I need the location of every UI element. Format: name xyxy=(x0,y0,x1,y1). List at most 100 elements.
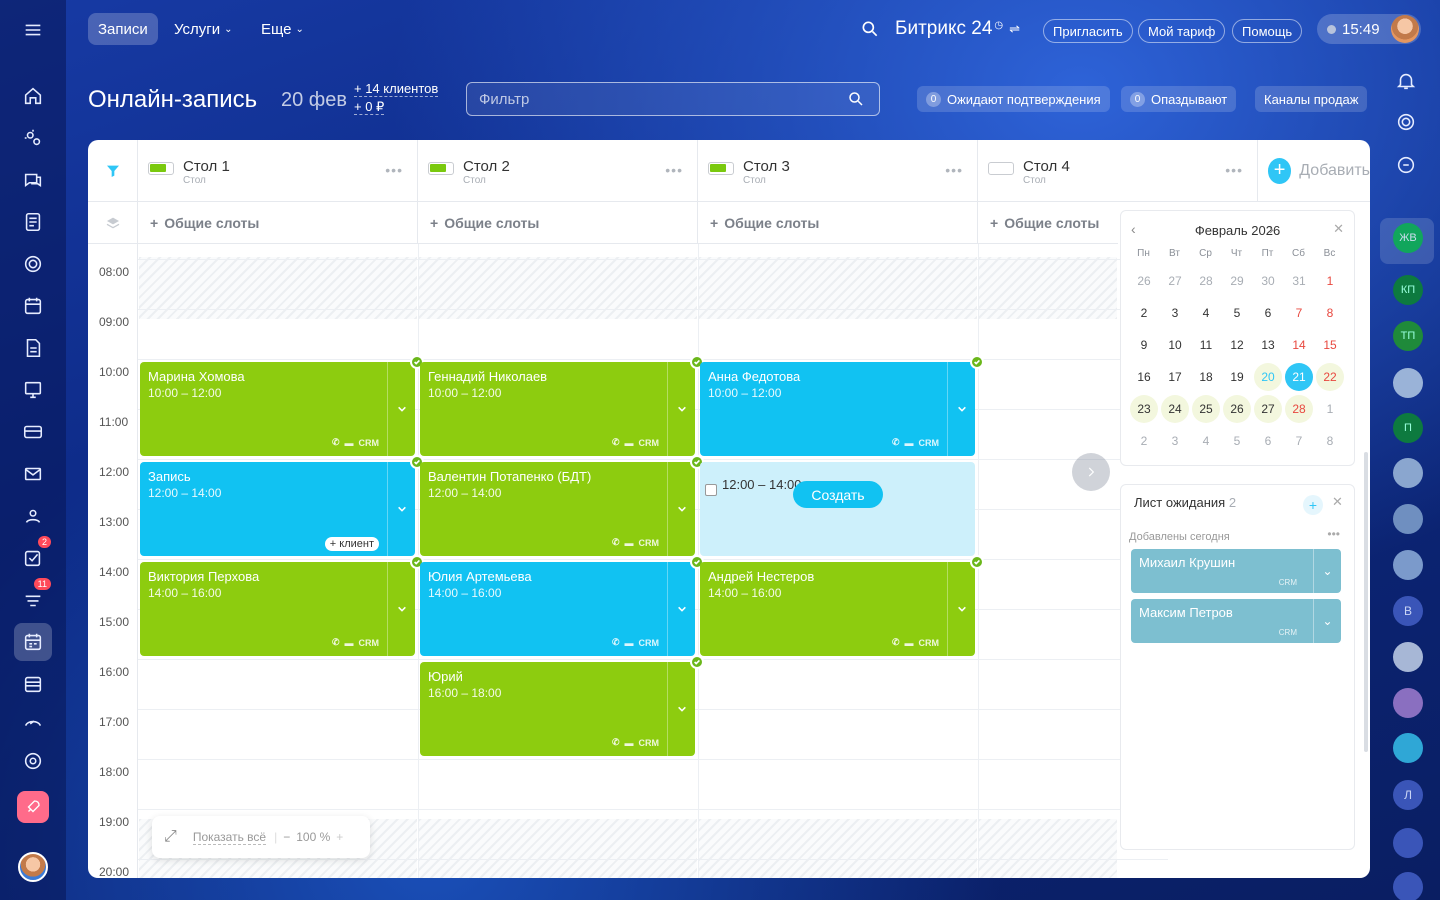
chevron-down-icon[interactable]: ⌄ xyxy=(1313,549,1341,593)
phone-icon[interactable]: ✆ xyxy=(611,737,620,747)
calendar-day[interactable]: 8 xyxy=(1326,434,1334,448)
target-icon[interactable] xyxy=(17,248,49,280)
calendar-day[interactable]: 4 xyxy=(1202,306,1210,320)
slot-checkbox[interactable] xyxy=(705,484,717,496)
chat-icon[interactable]: ▬ xyxy=(344,437,354,448)
chevron-down-icon[interactable] xyxy=(947,362,975,456)
tasks-icon[interactable]: 2 xyxy=(17,536,51,574)
profile-avatar[interactable] xyxy=(1391,15,1419,43)
tab-records[interactable]: Записи xyxy=(88,13,158,45)
calendar-day[interactable]: 3 xyxy=(1171,306,1179,320)
prev-month-icon[interactable]: ‹ xyxy=(1131,221,1136,237)
chat-icon[interactable]: ▬ xyxy=(904,437,914,448)
crm-icon[interactable]: CRM xyxy=(638,537,660,548)
phone-icon[interactable]: ✆ xyxy=(611,637,620,647)
booking-card[interactable]: Андрей Нестеров 14:00 – 16:00 ✆ ▬ CRM xyxy=(700,562,975,656)
common-slots-3[interactable]: + Общие слоты xyxy=(698,202,978,244)
calendar-day[interactable]: 15 xyxy=(1323,338,1337,352)
booking-card[interactable]: Запись 12:00 – 14:00 + клиент xyxy=(140,462,415,556)
more-icon[interactable]: ••• xyxy=(665,162,683,178)
contacts-icon[interactable] xyxy=(17,500,49,532)
booking-card[interactable]: Марина Хомова 10:00 – 12:00 ✆ ▬ CRM xyxy=(140,362,415,456)
common-slots-2[interactable]: + Общие слоты xyxy=(418,202,698,244)
card-icon[interactable] xyxy=(17,416,49,448)
chat-icon[interactable]: ▬ xyxy=(904,637,914,648)
layers-icon[interactable] xyxy=(88,202,138,244)
calendar-day[interactable]: 23 xyxy=(1130,395,1158,423)
avatar-zhv[interactable]: ЖВ xyxy=(1393,223,1423,253)
help-button[interactable]: Помощь xyxy=(1232,19,1303,43)
calendar-day[interactable]: 4 xyxy=(1202,434,1210,448)
avatar-photo-4[interactable] xyxy=(1393,550,1423,580)
calendar-day[interactable]: 9 xyxy=(1140,338,1148,352)
calendar-day[interactable]: 19 xyxy=(1230,370,1244,384)
chevron-down-icon[interactable] xyxy=(667,462,695,556)
add-client-badge[interactable]: + клиент xyxy=(324,537,379,551)
chat-icon[interactable]: ▬ xyxy=(624,637,634,648)
calendar-day[interactable]: 31 xyxy=(1292,274,1306,288)
calendar-day[interactable]: 5 xyxy=(1233,434,1241,448)
add-waitlist-button[interactable]: + xyxy=(1303,495,1323,515)
rocket-icon[interactable] xyxy=(17,791,49,823)
avatar-kp[interactable]: КП xyxy=(1393,275,1423,305)
chat-icon[interactable]: ▬ xyxy=(344,637,354,648)
more-icon[interactable]: ••• xyxy=(945,162,963,178)
zoom-in-button[interactable]: + xyxy=(336,830,344,844)
sales-channels-button[interactable]: Каналы продаж xyxy=(1255,86,1368,112)
tariff-button[interactable]: Мой тариф xyxy=(1138,19,1226,43)
crm-icon[interactable]: CRM xyxy=(638,437,660,448)
clients-count[interactable]: + 14 клиентов xyxy=(354,81,439,97)
waitlist-item[interactable]: Максим Петров CRM ⌄ xyxy=(1131,599,1341,643)
more-icon[interactable]: ••• xyxy=(385,162,403,178)
column-header-stol-2[interactable]: Стол 2 Стол ••• xyxy=(418,140,698,202)
late-filter[interactable]: 0 Опаздывают xyxy=(1121,86,1237,112)
calendar-day[interactable]: 12 xyxy=(1230,338,1244,352)
column-header-stol-1[interactable]: Стол 1 Стол ••• xyxy=(88,140,418,202)
bell-icon[interactable] xyxy=(1395,70,1417,97)
crm-icon[interactable]: CRM xyxy=(638,637,660,648)
monitor-icon[interactable] xyxy=(17,374,49,406)
store-icon[interactable] xyxy=(17,668,49,700)
calendar-day[interactable]: 24 xyxy=(1161,395,1189,423)
avatar-l[interactable]: Л xyxy=(1393,780,1423,810)
user-avatar[interactable] xyxy=(18,852,48,882)
avatar-p[interactable]: П xyxy=(1393,413,1423,443)
search-chat-icon[interactable] xyxy=(1395,154,1417,181)
chevron-down-icon[interactable] xyxy=(387,462,415,556)
calendar-day[interactable]: 27 xyxy=(1168,274,1182,288)
invite-button[interactable]: Пригласить xyxy=(1043,19,1133,43)
waitlist-item[interactable]: Михаил Крушин CRM ⌄ xyxy=(1131,549,1341,593)
calendar-day[interactable]: 1 xyxy=(1326,274,1334,288)
calendar-day[interactable]: 11 xyxy=(1199,338,1213,352)
mail-icon[interactable] xyxy=(17,458,49,490)
calendar-day[interactable]: 26 xyxy=(1137,274,1151,288)
chat-icon[interactable] xyxy=(17,164,49,196)
calendar-day[interactable]: 5 xyxy=(1233,306,1241,320)
expand-icon[interactable]: ⤢ xyxy=(164,828,177,845)
money-total[interactable]: + 0 ₽ xyxy=(354,99,385,115)
cogs-icon[interactable] xyxy=(17,122,49,154)
column-header-stol-3[interactable]: Стол 3 Стол ••• xyxy=(698,140,978,202)
home-icon[interactable] xyxy=(17,80,49,112)
avatar-photo-1[interactable] xyxy=(1393,368,1423,398)
tab-services[interactable]: Услуги ⌄ xyxy=(174,13,233,45)
calendar-day[interactable]: 8 xyxy=(1326,306,1334,320)
file-icon[interactable] xyxy=(17,332,49,364)
column-header-stol-4[interactable]: Стол 4 Стол ••• xyxy=(978,140,1258,202)
phone-icon[interactable]: ✆ xyxy=(611,537,620,547)
time-widget[interactable]: 15:49 xyxy=(1317,14,1421,44)
chevron-down-icon[interactable] xyxy=(947,562,975,656)
bookmark-icon[interactable] xyxy=(1393,828,1423,858)
booking-icon[interactable] xyxy=(14,623,52,661)
scrollbar[interactable] xyxy=(1364,452,1368,752)
speed-icon[interactable] xyxy=(17,706,49,738)
next-month-icon[interactable]: › xyxy=(1269,221,1274,237)
phone-icon[interactable]: ✆ xyxy=(331,637,340,647)
next-arrow-icon[interactable] xyxy=(1072,453,1110,491)
calendar-day[interactable]: 3 xyxy=(1171,434,1179,448)
close-icon[interactable]: ✕ xyxy=(1333,221,1344,236)
avatar-chat[interactable] xyxy=(1393,733,1423,763)
common-slots-1[interactable]: + Общие слоты xyxy=(138,202,418,244)
chat-icon[interactable]: ▬ xyxy=(624,737,634,748)
calendar-day[interactable]: 2 xyxy=(1140,306,1148,320)
